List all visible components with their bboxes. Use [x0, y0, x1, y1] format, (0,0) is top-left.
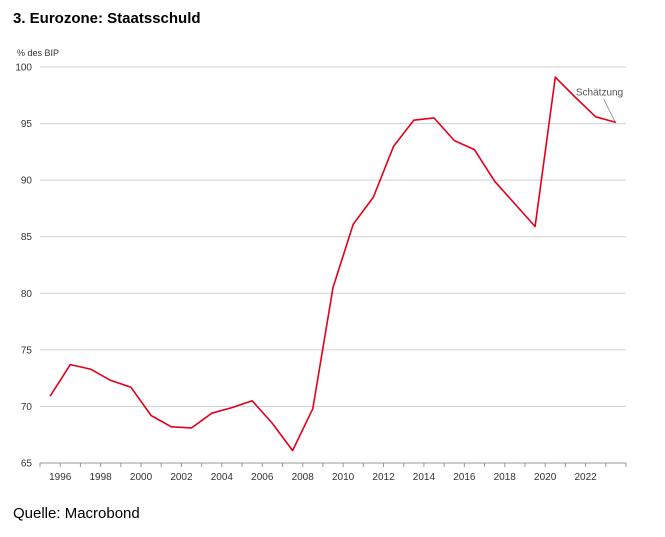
y-tick-label: 90: [21, 176, 33, 187]
y-tick-label: 65: [21, 459, 33, 470]
x-tick-label: 2008: [292, 472, 315, 483]
axis-layer: 65 70 75 80 85 90 95 100 1996 1998 2000 2002 2004 200…: [15, 63, 627, 483]
y-tick-label: 75: [21, 345, 33, 356]
x-tick-label: 2004: [211, 472, 234, 483]
grid-layer: [40, 66, 626, 464]
y-axis-label: % des BIP: [17, 48, 60, 58]
y-tick-label: 95: [21, 119, 33, 130]
series-line-0: [49, 76, 617, 452]
annotation-layer: Schätzung: [576, 87, 623, 122]
annotation-label: Schätzung: [576, 87, 623, 98]
x-tick-label: 2016: [453, 472, 476, 483]
x-tick-label: 2014: [413, 472, 436, 483]
x-tick-label: 2018: [494, 472, 517, 483]
x-tick-label: 2002: [170, 472, 193, 483]
y-tick-label: 70: [21, 402, 33, 413]
x-tick-label: 2006: [251, 472, 274, 483]
x-tick-label: 2022: [574, 472, 597, 483]
x-tick-label: 2012: [372, 472, 395, 483]
source-note: Quelle: Macrobond: [13, 505, 140, 522]
x-tick-label: 1998: [89, 472, 112, 483]
chart-title: 3. Eurozone: Staatsschuld: [13, 10, 201, 27]
line-layer: [49, 76, 617, 452]
y-tick-label: 100: [15, 63, 32, 74]
x-tick-label: 1996: [49, 472, 72, 483]
x-tick-label: 2000: [130, 472, 153, 483]
y-tick-label: 80: [21, 289, 33, 300]
x-tick-label: 2020: [534, 472, 557, 483]
y-tick-label: 85: [21, 232, 33, 243]
line-chart: 65 70 75 80 85 90 95 100 1996 1998 2000 2002 2004 200…: [15, 63, 627, 483]
annotation-leader: [603, 99, 616, 122]
x-tick-label: 2010: [332, 472, 355, 483]
